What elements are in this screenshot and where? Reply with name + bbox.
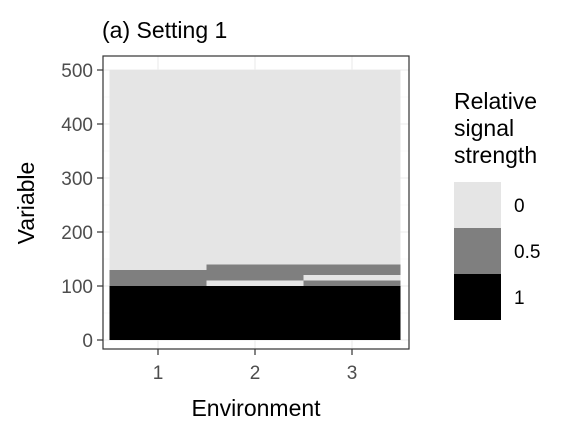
heatmap-cell — [303, 275, 401, 281]
y-tick-label: 400 — [61, 115, 93, 136]
x-tick-label: 3 — [347, 363, 358, 384]
heatmap-cell — [303, 70, 401, 265]
y-tick-label: 0 — [82, 331, 93, 352]
x-tick-label: 1 — [153, 363, 164, 384]
y-tick-label: 500 — [61, 61, 93, 82]
heatmap-cell — [206, 70, 304, 265]
x-axis: 1 2 3 — [153, 349, 358, 384]
plot-border — [102, 55, 410, 350]
legend-key-label: 1 — [514, 288, 525, 309]
legend-key-label: 0 — [514, 196, 525, 217]
y-axis: 0 100 200 300 400 500 — [61, 61, 103, 352]
x-axis-label: Environment — [191, 395, 321, 421]
legend-key-swatch — [454, 274, 501, 320]
heatmap-cell — [303, 264, 401, 276]
y-tick-label: 100 — [61, 277, 93, 298]
legend-title-line-2: signal — [454, 115, 514, 141]
heatmap-cell — [303, 286, 401, 340]
legend-title-line-1: Relative — [454, 88, 537, 114]
x-tick-label: 2 — [250, 363, 261, 384]
legend-key-swatch — [454, 228, 501, 274]
heatmap-cell — [109, 70, 207, 270]
heatmap-cell — [206, 286, 304, 340]
legend: Relative signal strength 0 0.5 1 — [454, 88, 540, 320]
legend-title-line-3: strength — [454, 142, 537, 168]
heatmap-cell — [303, 280, 401, 286]
heatmap-cell — [109, 286, 207, 340]
y-axis-label: Variable — [13, 162, 39, 245]
y-tick-label: 300 — [61, 169, 93, 190]
legend-key-swatch — [454, 182, 501, 228]
heatmap-cell — [109, 269, 207, 286]
heatmap-cells — [109, 70, 401, 340]
y-tick-label: 200 — [61, 223, 93, 244]
legend-key-label: 0.5 — [514, 242, 540, 263]
heatmap-cell — [206, 264, 304, 281]
heatmap-cell — [206, 280, 304, 286]
chart-title: (a) Setting 1 — [102, 17, 227, 43]
